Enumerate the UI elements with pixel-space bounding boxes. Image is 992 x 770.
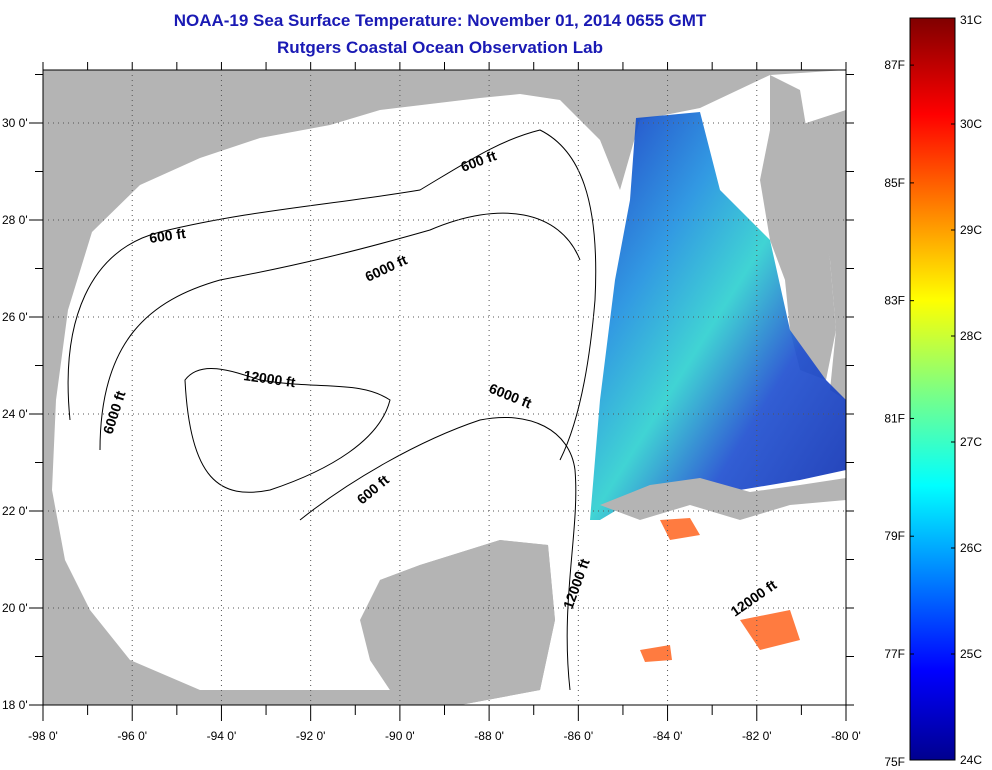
map-title: NOAA-19 Sea Surface Temperature: Novembe… <box>173 11 707 30</box>
x-axis: -98 0' -96 0' -94 0' -92 0' -90 0' -88 0' -86 … <box>28 62 861 743</box>
celsius-label: 29C <box>960 223 982 237</box>
bathymetry-contours <box>67 129 597 691</box>
x-tick-label: -88 0' <box>474 729 504 743</box>
fahrenheit-label: 79F <box>884 529 905 543</box>
x-tick-label: -82 0' <box>742 729 772 743</box>
y-tick-label: 24 0' <box>2 407 28 421</box>
yucatan <box>370 540 555 705</box>
x-tick-label: -86 0' <box>564 729 594 743</box>
celsius-label: 31C <box>960 13 982 27</box>
celsius-label: 28C <box>960 329 982 343</box>
colorbar <box>909 17 956 761</box>
florida <box>760 75 836 380</box>
y-tick-label: 20 0' <box>2 601 28 615</box>
celsius-label: 26C <box>960 541 982 555</box>
y-tick-label: 28 0' <box>2 213 28 227</box>
celsius-label: 25C <box>960 647 982 661</box>
celsius-label: 24C <box>960 753 982 767</box>
x-tick-label: -94 0' <box>207 729 237 743</box>
celsius-label: 30C <box>960 117 982 131</box>
fahrenheit-label: 83F <box>884 294 905 308</box>
colorbar-labels: 31C 30C 29C 28C 27C 26C 25C 24C 87F 85F 83F 81F 79F 7… <box>884 13 982 769</box>
contour-label: 12000 ft <box>243 367 297 390</box>
x-tick-label: -96 0' <box>117 729 147 743</box>
x-tick-label: -92 0' <box>296 729 326 743</box>
map-subtitle: Rutgers Coastal Ocean Observation Lab <box>277 38 603 57</box>
fahrenheit-label: 87F <box>884 58 905 72</box>
y-axis: 18 0' 20 0' 22 0' 24 0' 26 0' 28 0' 30 0' <box>2 74 854 712</box>
graticule <box>43 70 846 705</box>
y-tick-label: 26 0' <box>2 310 28 324</box>
fahrenheit-label: 77F <box>884 647 905 661</box>
x-tick-label: -84 0' <box>653 729 683 743</box>
x-tick-label: -98 0' <box>28 729 58 743</box>
fahrenheit-label: 81F <box>884 411 905 425</box>
contour-label: 600 ft <box>148 225 187 246</box>
x-tick-label: -80 0' <box>831 729 861 743</box>
caribbean-warm-patches <box>640 518 800 662</box>
x-tick-label: -90 0' <box>385 729 415 743</box>
celsius-label: 27C <box>960 435 982 449</box>
fahrenheit-label: 85F <box>884 176 905 190</box>
y-tick-label: 30 0' <box>2 116 28 130</box>
y-tick-label: 18 0' <box>2 698 28 712</box>
satellite-swath <box>590 112 846 520</box>
fahrenheit-label: 75F <box>884 755 905 769</box>
y-tick-label: 22 0' <box>2 504 28 518</box>
cuba <box>600 478 846 520</box>
